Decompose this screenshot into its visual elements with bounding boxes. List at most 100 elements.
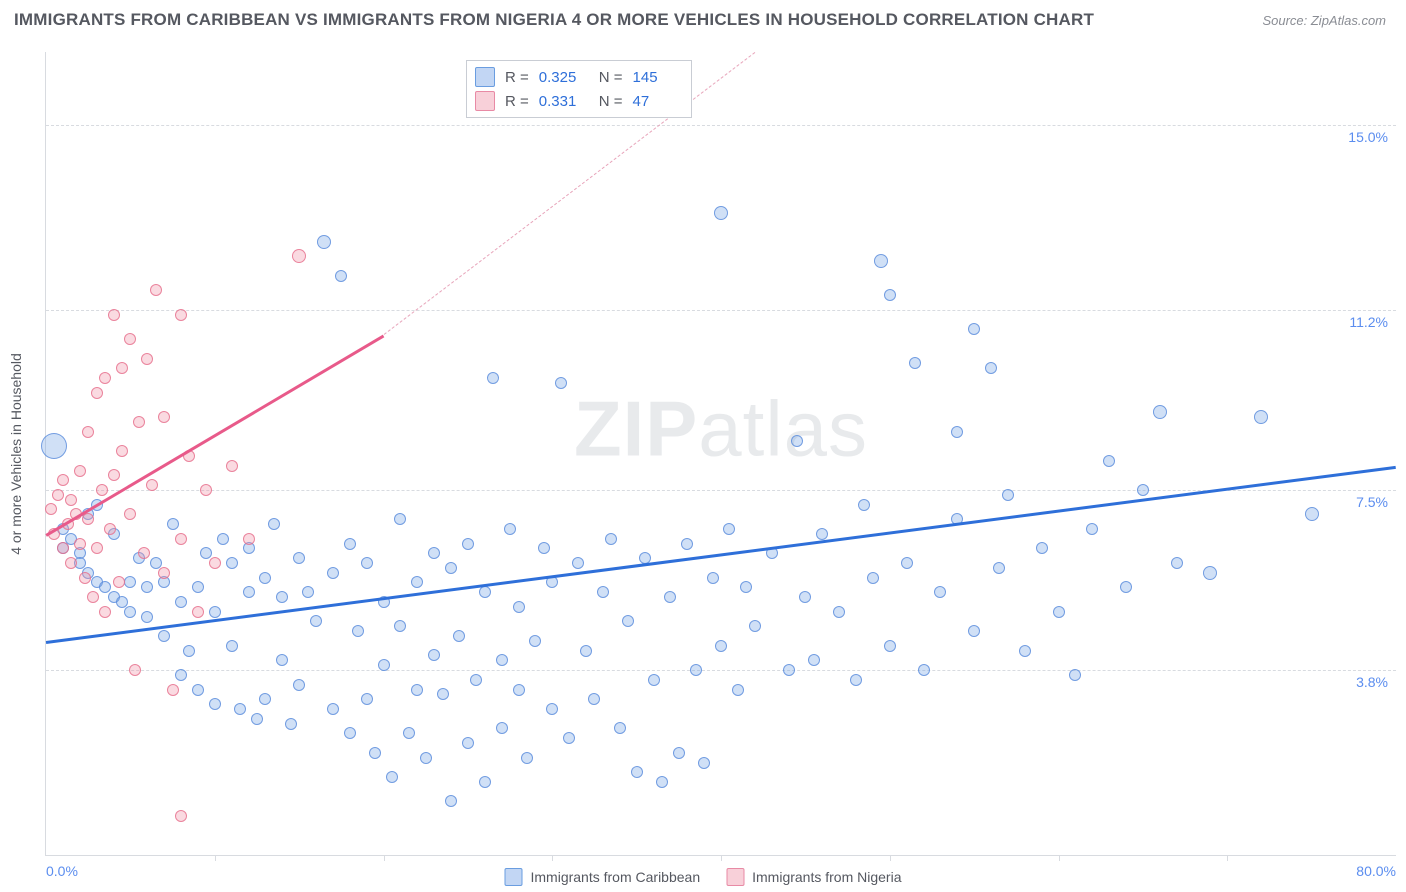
data-point	[183, 645, 195, 657]
data-point	[82, 513, 94, 525]
data-point	[588, 693, 600, 705]
data-point	[681, 538, 693, 550]
data-point	[226, 460, 238, 472]
data-point	[1203, 566, 1217, 580]
legend-item-nigeria: Immigrants from Nigeria	[726, 868, 901, 886]
data-point	[546, 703, 558, 715]
legend-label-nigeria: Immigrants from Nigeria	[752, 869, 901, 885]
data-point	[302, 586, 314, 598]
data-point	[1305, 507, 1319, 521]
data-point	[740, 581, 752, 593]
data-point	[850, 674, 862, 686]
data-point	[361, 693, 373, 705]
data-point	[437, 688, 449, 700]
stats-legend-box: R = 0.325 N = 145 R = 0.331 N = 47	[466, 60, 692, 118]
data-point	[428, 649, 440, 661]
data-point	[217, 533, 229, 545]
data-point	[1103, 455, 1115, 467]
data-point	[968, 625, 980, 637]
r-value-nigeria: 0.331	[539, 93, 589, 110]
data-point	[192, 684, 204, 696]
data-point	[614, 722, 626, 734]
trend-line	[45, 334, 384, 536]
data-point	[243, 533, 255, 545]
data-point	[631, 766, 643, 778]
data-point	[833, 606, 845, 618]
x-tick	[384, 855, 385, 861]
data-point	[226, 557, 238, 569]
trend-line	[46, 466, 1396, 644]
data-point	[251, 713, 263, 725]
title-bar: IMMIGRANTS FROM CARIBBEAN VS IMMIGRANTS …	[0, 0, 1406, 38]
data-point	[158, 411, 170, 423]
data-point	[1053, 606, 1065, 618]
data-point	[361, 557, 373, 569]
data-point	[597, 586, 609, 598]
data-point	[124, 576, 136, 588]
data-point	[1137, 484, 1149, 496]
data-point	[108, 469, 120, 481]
y-tick-label: 15.0%	[1346, 129, 1390, 145]
data-point	[310, 615, 322, 627]
legend-label-caribbean: Immigrants from Caribbean	[531, 869, 701, 885]
data-point	[175, 810, 187, 822]
data-point	[403, 727, 415, 739]
data-point	[344, 538, 356, 550]
data-point	[462, 538, 474, 550]
data-point	[1153, 405, 1167, 419]
x-tick	[552, 855, 553, 861]
grid-line	[46, 310, 1396, 311]
data-point	[116, 445, 128, 457]
data-point	[200, 484, 212, 496]
data-point	[783, 664, 795, 676]
data-point	[209, 606, 221, 618]
data-point	[985, 362, 997, 374]
grid-line	[46, 125, 1396, 126]
data-point	[138, 547, 150, 559]
data-point	[513, 684, 525, 696]
data-point	[91, 542, 103, 554]
data-point	[521, 752, 533, 764]
y-tick-label: 7.5%	[1354, 494, 1390, 510]
data-point	[344, 727, 356, 739]
data-point	[65, 557, 77, 569]
data-point	[698, 757, 710, 769]
scatter-chart: 4 or more Vehicles in Household ZIPatlas…	[45, 52, 1396, 856]
grid-line	[46, 670, 1396, 671]
data-point	[901, 557, 913, 569]
data-point	[386, 771, 398, 783]
data-point	[1069, 669, 1081, 681]
data-point	[141, 353, 153, 365]
data-point	[411, 576, 423, 588]
n-value-caribbean: 145	[633, 69, 683, 86]
y-tick-label: 3.8%	[1354, 674, 1390, 690]
data-point	[108, 309, 120, 321]
data-point	[538, 542, 550, 554]
data-point	[124, 606, 136, 618]
data-point	[91, 387, 103, 399]
data-point	[57, 474, 69, 486]
data-point	[104, 523, 116, 535]
stats-row-nigeria: R = 0.331 N = 47	[475, 89, 683, 113]
data-point	[504, 523, 516, 535]
data-point	[74, 465, 86, 477]
data-point	[968, 323, 980, 335]
data-point	[529, 635, 541, 647]
data-point	[622, 615, 634, 627]
data-point	[884, 289, 896, 301]
legend-item-caribbean: Immigrants from Caribbean	[505, 868, 701, 886]
x-tick	[721, 855, 722, 861]
data-point	[96, 484, 108, 496]
x-tick	[1227, 855, 1228, 861]
series-legend: Immigrants from Caribbean Immigrants fro…	[505, 868, 902, 886]
data-point	[146, 479, 158, 491]
data-point	[749, 620, 761, 632]
data-point	[175, 533, 187, 545]
data-point	[394, 620, 406, 632]
data-point	[411, 684, 423, 696]
data-point	[664, 591, 676, 603]
data-point	[317, 235, 331, 249]
data-point	[259, 693, 271, 705]
data-point	[951, 426, 963, 438]
data-point	[563, 732, 575, 744]
